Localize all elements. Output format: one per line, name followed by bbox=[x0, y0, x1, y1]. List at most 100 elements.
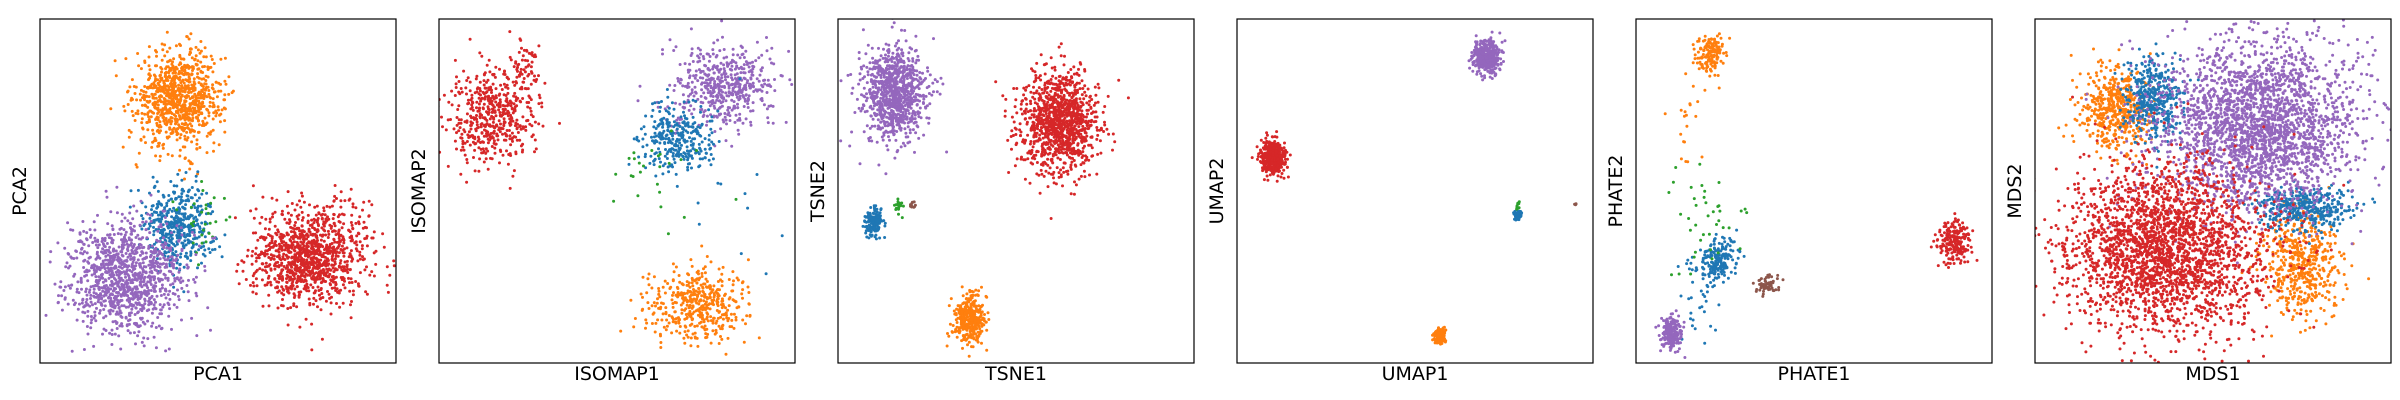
data-point bbox=[465, 161, 469, 165]
data-point bbox=[158, 231, 162, 235]
data-point bbox=[315, 250, 318, 254]
data-point bbox=[163, 206, 167, 210]
data-point bbox=[142, 344, 146, 348]
data-point bbox=[155, 129, 159, 133]
data-point bbox=[133, 252, 136, 256]
data-point bbox=[345, 259, 349, 263]
data-point bbox=[303, 275, 307, 279]
data-point bbox=[281, 268, 285, 272]
data-point bbox=[485, 134, 489, 138]
data-point bbox=[392, 264, 396, 268]
data-point bbox=[685, 145, 689, 149]
data-point bbox=[317, 224, 320, 228]
scatter-points bbox=[44, 30, 396, 353]
data-point bbox=[146, 290, 149, 294]
data-point bbox=[173, 117, 177, 121]
data-point bbox=[109, 236, 113, 240]
data-point bbox=[134, 342, 137, 346]
data-point bbox=[479, 99, 483, 103]
data-point bbox=[177, 270, 181, 274]
data-point bbox=[719, 127, 723, 131]
data-point bbox=[273, 264, 277, 268]
data-point bbox=[109, 302, 112, 306]
data-point bbox=[267, 227, 271, 231]
data-point bbox=[295, 285, 299, 289]
data-point bbox=[434, 142, 437, 145]
data-point bbox=[120, 322, 124, 326]
data-point bbox=[168, 46, 172, 50]
data-point bbox=[102, 308, 106, 311]
data-point bbox=[360, 244, 364, 248]
data-point bbox=[233, 216, 237, 220]
data-point bbox=[68, 264, 72, 268]
data-point bbox=[62, 289, 66, 292]
data-point bbox=[124, 316, 128, 320]
data-point bbox=[502, 124, 506, 128]
data-point bbox=[672, 125, 676, 129]
data-point bbox=[111, 241, 114, 245]
data-point bbox=[466, 133, 470, 137]
data-point bbox=[324, 280, 328, 283]
data-point bbox=[702, 113, 706, 117]
data-point bbox=[638, 84, 642, 88]
data-point bbox=[349, 249, 353, 253]
data-point bbox=[318, 297, 322, 301]
data-point bbox=[367, 214, 371, 218]
data-point bbox=[712, 87, 715, 91]
data-point bbox=[92, 287, 96, 291]
data-point bbox=[164, 296, 168, 300]
data-point bbox=[192, 99, 196, 103]
data-point bbox=[190, 56, 194, 60]
data-point bbox=[698, 164, 702, 168]
data-point bbox=[118, 324, 122, 328]
data-point bbox=[162, 256, 166, 260]
data-point bbox=[161, 233, 165, 237]
data-point bbox=[141, 220, 145, 224]
data-point bbox=[208, 251, 212, 254]
data-point bbox=[171, 272, 174, 276]
data-point bbox=[700, 122, 704, 126]
data-point bbox=[473, 169, 477, 173]
data-point bbox=[122, 283, 126, 287]
data-point bbox=[151, 307, 155, 311]
data-point bbox=[198, 105, 202, 109]
data-point bbox=[342, 237, 345, 241]
data-point bbox=[273, 210, 277, 214]
data-point bbox=[195, 142, 199, 146]
data-point bbox=[723, 115, 727, 119]
data-point bbox=[666, 165, 670, 169]
data-point bbox=[125, 239, 129, 243]
data-point bbox=[498, 130, 502, 134]
data-point bbox=[95, 265, 99, 269]
data-point bbox=[154, 281, 158, 285]
data-point bbox=[169, 249, 173, 252]
data-point bbox=[111, 289, 115, 293]
data-point bbox=[183, 118, 187, 122]
data-point bbox=[143, 85, 147, 88]
data-point bbox=[392, 259, 396, 263]
data-point bbox=[374, 262, 378, 266]
data-point bbox=[471, 140, 475, 144]
data-point bbox=[85, 273, 88, 277]
data-point bbox=[88, 304, 92, 308]
data-point bbox=[205, 95, 209, 99]
data-point bbox=[146, 128, 150, 132]
data-point bbox=[170, 215, 174, 219]
data-point bbox=[642, 125, 646, 129]
data-point bbox=[209, 328, 212, 332]
data-point bbox=[666, 128, 670, 132]
data-point bbox=[713, 80, 717, 83]
data-point bbox=[138, 280, 142, 284]
data-point bbox=[487, 99, 491, 103]
data-point bbox=[726, 81, 730, 85]
data-point bbox=[173, 83, 177, 87]
data-point bbox=[173, 102, 177, 106]
data-point bbox=[201, 252, 205, 256]
data-point bbox=[744, 60, 748, 64]
data-point bbox=[168, 221, 172, 225]
data-point bbox=[731, 93, 735, 97]
data-point bbox=[482, 134, 486, 138]
data-point bbox=[140, 273, 144, 277]
data-point bbox=[164, 130, 168, 134]
data-point bbox=[262, 235, 266, 239]
